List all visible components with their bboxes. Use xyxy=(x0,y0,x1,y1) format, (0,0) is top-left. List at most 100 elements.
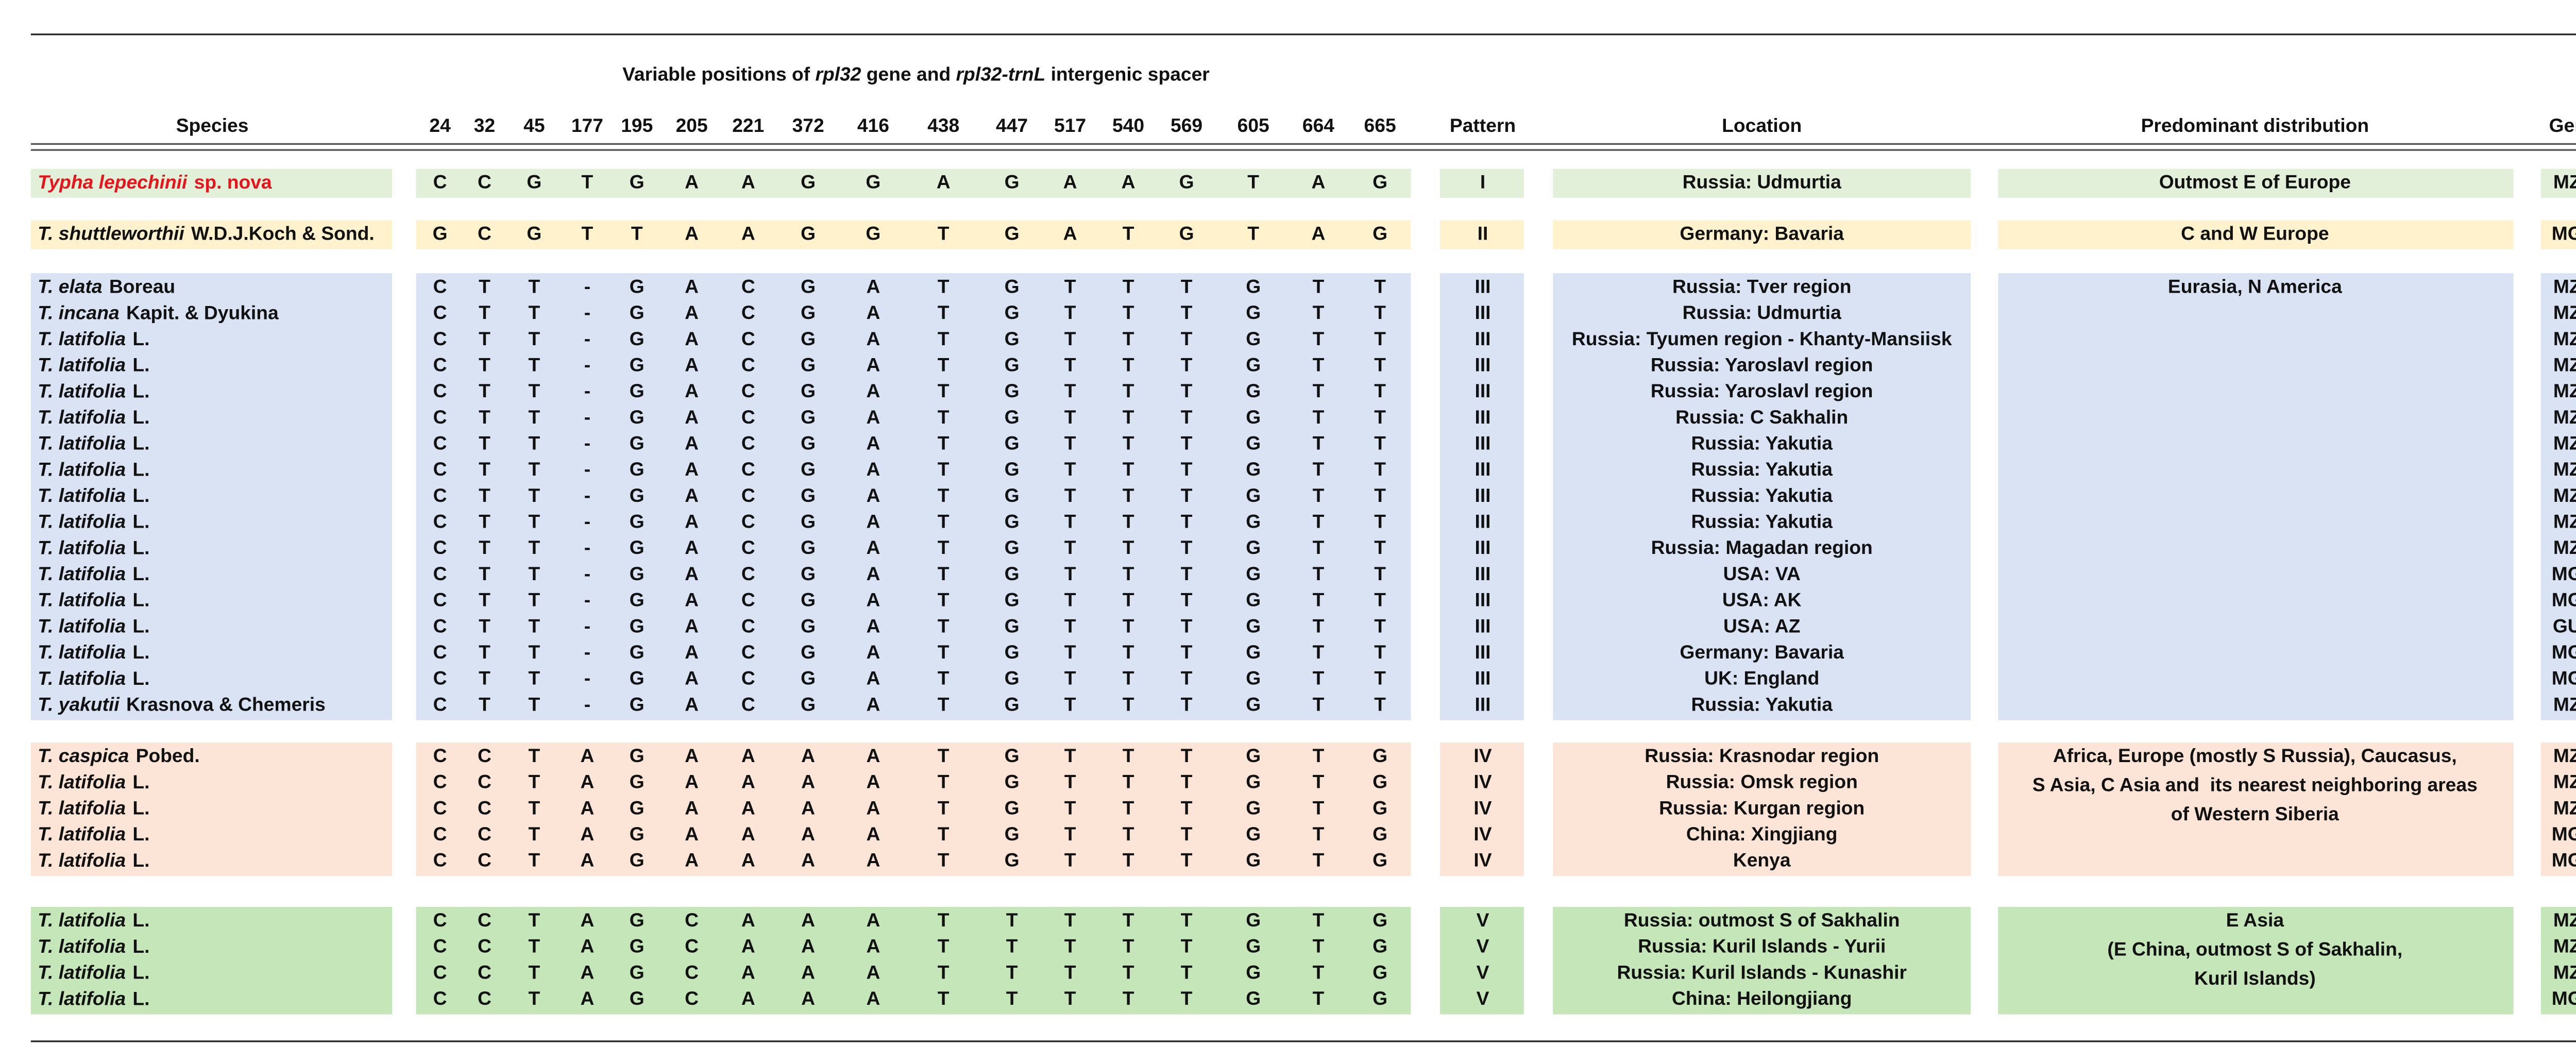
base: G xyxy=(1179,171,1194,193)
genbank-id: MZ302940 xyxy=(2553,935,2576,957)
base: A xyxy=(866,563,880,584)
base: C xyxy=(433,745,447,766)
base: T xyxy=(1313,536,1325,558)
base: A xyxy=(937,171,951,193)
genbank-id: MZ302953 xyxy=(2553,693,2576,715)
species-name: T. latifolia L. xyxy=(38,935,149,957)
base: G xyxy=(630,171,645,193)
base: G xyxy=(801,171,816,193)
base: G xyxy=(801,275,816,297)
base: G xyxy=(630,935,645,957)
base: G xyxy=(1246,935,1261,957)
base: C xyxy=(433,771,447,793)
base: T xyxy=(1313,849,1325,871)
base: G xyxy=(630,484,645,506)
distribution: C and W Europe xyxy=(2181,222,2329,244)
genbank-id: MZ302937 xyxy=(2553,353,2576,375)
base: A xyxy=(685,406,699,428)
base: G xyxy=(1246,458,1261,480)
base: T xyxy=(1313,458,1325,480)
base: - xyxy=(584,380,590,401)
pattern: III xyxy=(1475,380,1490,401)
base: G xyxy=(1246,275,1261,297)
genbank-id: MZ302949 xyxy=(2553,380,2576,401)
base: A xyxy=(741,823,755,845)
base: A xyxy=(866,353,880,375)
base: T xyxy=(1064,458,1076,480)
species-binomial: T. latifolia xyxy=(38,353,126,375)
genbank-id: MZ302927 xyxy=(2553,275,2576,297)
location: Russia: Yakutia xyxy=(1691,693,1833,715)
base: G xyxy=(630,987,645,1009)
base: T xyxy=(1374,536,1386,558)
base: - xyxy=(584,328,590,349)
base: T xyxy=(479,328,490,349)
base: G xyxy=(1005,458,1020,480)
base: T xyxy=(529,353,540,375)
base: C xyxy=(741,275,755,297)
species-author: L. xyxy=(132,589,149,611)
base: G xyxy=(801,353,816,375)
pattern: III xyxy=(1475,641,1490,663)
base: T xyxy=(1064,987,1076,1009)
species-author: L. xyxy=(132,511,149,532)
base: C xyxy=(741,458,755,480)
base: G xyxy=(1246,380,1261,401)
base: T xyxy=(631,222,643,244)
pattern: IV xyxy=(1473,771,1492,793)
base: T xyxy=(1374,353,1386,375)
base: T xyxy=(479,406,490,428)
base: T xyxy=(1064,745,1076,766)
base: T xyxy=(1181,380,1193,401)
base: G xyxy=(1246,693,1261,715)
position-header: 195 xyxy=(621,114,653,136)
location: China: Xingjiang xyxy=(1686,823,1838,845)
base: T xyxy=(1064,380,1076,401)
pattern: IV xyxy=(1473,823,1492,845)
base: A xyxy=(866,458,880,480)
base: T xyxy=(1313,328,1325,349)
genbank-id: MZ302950 xyxy=(2553,171,2576,193)
base: T xyxy=(938,987,950,1009)
species-name: T. shuttleworthii W.D.J.Koch & Sond. xyxy=(38,222,375,244)
species-name: T. latifolia L. xyxy=(38,849,149,871)
base: C xyxy=(433,328,447,349)
base: C xyxy=(741,328,755,349)
base: C xyxy=(433,615,447,636)
base: G xyxy=(1005,641,1020,663)
base: C xyxy=(433,484,447,506)
base: G xyxy=(1005,432,1020,453)
base: T xyxy=(938,328,950,349)
base: A xyxy=(580,987,594,1009)
base: A xyxy=(866,536,880,558)
base: A xyxy=(741,987,755,1009)
group-background xyxy=(1553,742,1971,876)
title-part: rpl32-trnL xyxy=(956,63,1046,85)
position-header: 24 xyxy=(429,114,451,136)
base: G xyxy=(1005,615,1020,636)
base: C xyxy=(741,511,755,532)
base: T xyxy=(1123,797,1134,818)
base: T xyxy=(529,797,540,818)
base: T xyxy=(1064,353,1076,375)
base: T xyxy=(938,909,950,931)
base: T xyxy=(1064,406,1076,428)
genbank-id: MG430867 xyxy=(2552,667,2576,689)
base: T xyxy=(1064,823,1076,845)
base: A xyxy=(801,849,815,871)
base: T xyxy=(1123,667,1134,689)
base: T xyxy=(1123,301,1134,323)
base: G xyxy=(1246,745,1261,766)
species-name: T. latifolia L. xyxy=(38,641,149,663)
base: A xyxy=(866,406,880,428)
base: G xyxy=(1372,797,1387,818)
base: G xyxy=(801,458,816,480)
base: G xyxy=(1005,511,1020,532)
species-binomial: T. incana xyxy=(38,301,120,323)
position-header: 221 xyxy=(732,114,764,136)
base: C xyxy=(433,667,447,689)
base: C xyxy=(433,380,447,401)
base: G xyxy=(1005,171,1020,193)
group-background xyxy=(1998,906,2514,1015)
base: G xyxy=(1005,536,1020,558)
